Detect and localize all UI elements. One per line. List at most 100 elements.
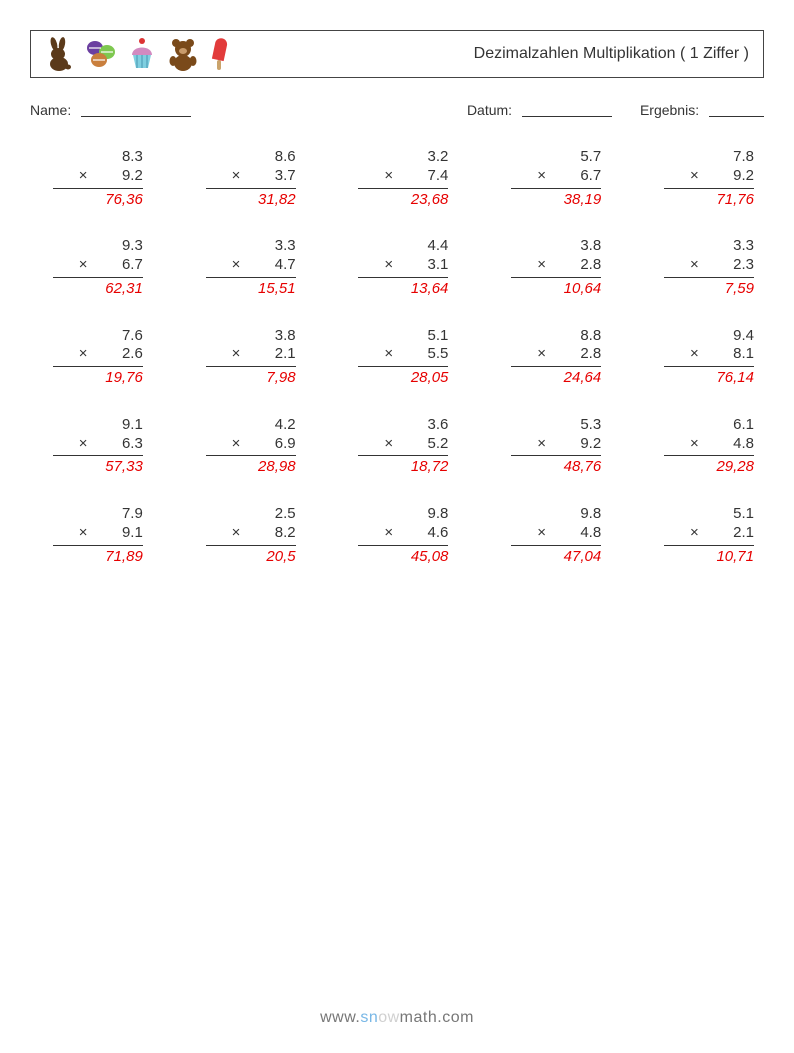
operator: ×: [232, 524, 246, 543]
operator: ×: [690, 345, 704, 364]
operand-b: 4.8: [551, 524, 601, 543]
answer: 76,14: [664, 366, 754, 388]
operand-b: 6.3: [93, 435, 143, 454]
answer: 28,05: [358, 366, 448, 388]
operator: ×: [79, 167, 93, 186]
footer-suffix: math.com: [400, 1009, 474, 1026]
operator: ×: [384, 345, 398, 364]
operand-b: 7.4: [398, 167, 448, 186]
problem-24: 9.8×4.847,04: [511, 505, 601, 566]
answer: 24,64: [511, 366, 601, 388]
operator: ×: [384, 167, 398, 186]
operator: ×: [79, 524, 93, 543]
answer: 57,33: [53, 455, 143, 477]
operator: ×: [690, 167, 704, 186]
result-blank[interactable]: [709, 116, 764, 117]
problem-14: 8.8×2.824,64: [511, 327, 601, 388]
operand-a: 9.1: [93, 416, 143, 435]
macarons-icon: [85, 38, 117, 70]
worksheet-header: Dezimalzahlen Multiplikation ( 1 Ziffer …: [30, 30, 764, 78]
answer: 10,64: [511, 277, 601, 299]
answer: 19,76: [53, 366, 143, 388]
problem-13: 5.1×5.528,05: [358, 327, 448, 388]
problem-20: 6.1×4.829,28: [664, 416, 754, 477]
name-label: Name:: [30, 102, 71, 118]
operator: ×: [384, 524, 398, 543]
cupcake-icon: [127, 37, 157, 71]
operand-a: 5.1: [398, 327, 448, 346]
operand-a: 9.8: [398, 505, 448, 524]
operand-a: 8.6: [246, 148, 296, 167]
operand-a: 3.8: [246, 327, 296, 346]
operator: ×: [384, 435, 398, 454]
problem-1: 8.3×9.276,36: [53, 148, 143, 209]
operator: ×: [79, 435, 93, 454]
operator: ×: [537, 256, 551, 275]
operand-b: 2.8: [551, 345, 601, 364]
operand-a: 8.3: [93, 148, 143, 167]
operand-b: 5.2: [398, 435, 448, 454]
date-blank[interactable]: [522, 116, 612, 117]
problem-5: 7.8×9.271,76: [664, 148, 754, 209]
operator: ×: [384, 256, 398, 275]
answer: 20,5: [206, 545, 296, 567]
operand-a: 7.6: [93, 327, 143, 346]
bunny-icon: [45, 37, 75, 71]
footer-sn: sn: [360, 1009, 378, 1026]
operator: ×: [690, 435, 704, 454]
operand-a: 3.3: [704, 237, 754, 256]
operand-b: 4.8: [704, 435, 754, 454]
operand-a: 9.3: [93, 237, 143, 256]
answer: 18,72: [358, 455, 448, 477]
operator: ×: [79, 345, 93, 364]
problem-9: 3.8×2.8 10,64: [511, 237, 601, 298]
problem-17: 4.2×6.928,98: [206, 416, 296, 477]
problem-11: 7.6×2.619,76: [53, 327, 143, 388]
operand-b: 9.2: [551, 435, 601, 454]
operand-a: 9.4: [704, 327, 754, 346]
operand-a: 7.9: [93, 505, 143, 524]
problem-12: 3.8×2.17,98: [206, 327, 296, 388]
operand-b: 6.9: [246, 435, 296, 454]
problem-18: 3.6×5.218,72: [358, 416, 448, 477]
operand-b: 3.7: [246, 167, 296, 186]
operand-b: 2.1: [704, 524, 754, 543]
answer: 29,28: [664, 455, 754, 477]
operand-a: 5.1: [704, 505, 754, 524]
operand-b: 2.1: [246, 345, 296, 364]
answer: 71,89: [53, 545, 143, 567]
operand-b: 2.8: [551, 256, 601, 275]
operand-b: 2.3: [704, 256, 754, 275]
footer-url: www.snowmath.com: [0, 1009, 794, 1027]
operand-a: 4.2: [246, 416, 296, 435]
operator: ×: [537, 167, 551, 186]
answer: 62,31: [53, 277, 143, 299]
header-icons: [45, 36, 229, 72]
answer: 45,08: [358, 545, 448, 567]
problem-22: 2.5×8.220,5: [206, 505, 296, 566]
operand-a: 7.8: [704, 148, 754, 167]
answer: 7,59: [664, 277, 754, 299]
operand-a: 4.4: [398, 237, 448, 256]
operand-b: 3.1: [398, 256, 448, 275]
operand-a: 3.8: [551, 237, 601, 256]
operator: ×: [690, 256, 704, 275]
answer: 15,51: [206, 277, 296, 299]
operator: ×: [232, 435, 246, 454]
result-label: Ergebnis:: [640, 102, 699, 118]
operand-b: 9.2: [93, 167, 143, 186]
answer: 71,76: [664, 188, 754, 210]
operand-a: 3.2: [398, 148, 448, 167]
problem-16: 9.1×6.357,33: [53, 416, 143, 477]
problem-19: 5.3×9.248,76: [511, 416, 601, 477]
answer: 28,98: [206, 455, 296, 477]
operand-b: 8.2: [246, 524, 296, 543]
operand-a: 9.8: [551, 505, 601, 524]
problem-7: 3.3×4.715,51: [206, 237, 296, 298]
problem-6: 9.3×6.762,31: [53, 237, 143, 298]
operator: ×: [537, 435, 551, 454]
teddy-icon: [167, 37, 199, 71]
answer: 47,04: [511, 545, 601, 567]
operand-b: 4.6: [398, 524, 448, 543]
name-blank[interactable]: [81, 116, 191, 117]
